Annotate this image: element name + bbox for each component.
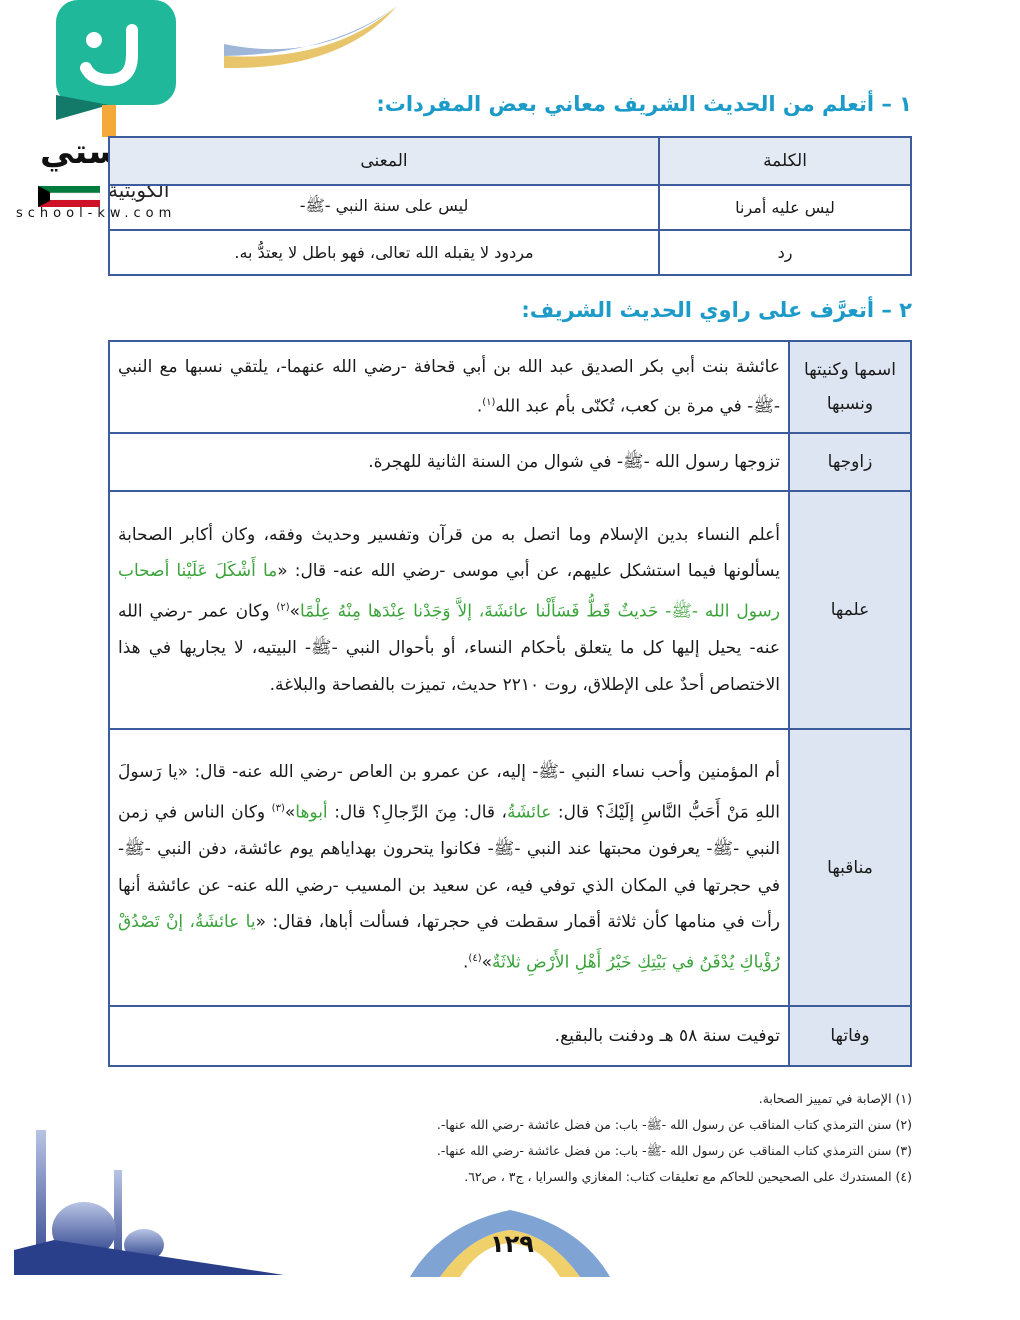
hadith-quote: ما أَشْكَلَ عَلَيْنا أصحاب رسول الله -ﷺ-… xyxy=(118,561,780,622)
hadith-quote: أبوها xyxy=(295,802,328,823)
text-segment: . xyxy=(463,952,469,973)
footnote-ref: (٣) xyxy=(271,802,285,814)
meaning-cell: ليس على سنة النبي -ﷺ- xyxy=(108,184,660,231)
meaning-cell: مردود لا يقبله الله تعالى، فهو باطل لا ي… xyxy=(108,229,660,276)
word-cell: رد xyxy=(658,229,912,276)
row-label: اسمها وكنيتها ونسبها xyxy=(788,340,912,434)
header-word: الكلمة xyxy=(658,136,912,186)
row-text: تزوجها رسول الله -ﷺ- في شوال من السنة ال… xyxy=(108,432,790,492)
footnote: (٣) سنن الترمذي كتاب المناقب عن رسول الل… xyxy=(436,1143,912,1158)
text-segment: أم المؤمنين وأحب نساء النبي -ﷺ- إليه، عن… xyxy=(118,762,780,823)
table-row: ليس عليه أمرنا ليس على سنة النبي -ﷺ- xyxy=(108,184,912,231)
logo-icon xyxy=(37,0,176,207)
row-label: زاوجها xyxy=(788,432,912,492)
word-cell: ليس عليه أمرنا xyxy=(658,184,912,231)
row-label: علمها xyxy=(788,490,912,730)
footnotes: (١) الإصابة في تمييز الصحابة. (٢) سنن ال… xyxy=(352,1086,912,1190)
hadith-quote: عائشَةُ xyxy=(507,802,552,823)
table-row: مناقبها أم المؤمنين وأحب نساء النبي -ﷺ- إ… xyxy=(108,728,912,1007)
narrator-table: اسمها وكنيتها ونسبها عائشة بنت أبي بكر ال… xyxy=(108,340,912,1067)
vocabulary-table: الكلمة المعنى ليس عليه أمرنا ليس على سنة… xyxy=(108,136,912,276)
table-row: علمها أعلم النساء بدين الإسلام وما اتصل ب… xyxy=(108,490,912,730)
row-text: أم المؤمنين وأحب نساء النبي -ﷺ- إليه، عن… xyxy=(108,728,790,1007)
footnote: (١) الإصابة في تمييز الصحابة. xyxy=(758,1091,912,1106)
row-text: عائشة بنت أبي بكر الصديق عبد الله بن أبي… xyxy=(108,340,790,434)
hadith-quote: يا عائشَةُ، إنْ تَصْدُقْ رُؤْياكِ يُدْفَ… xyxy=(118,912,780,973)
section2-heading: ٢ – أتعرَّف على راوي الحديث الشريف: xyxy=(521,298,912,322)
text-segment: » xyxy=(284,802,296,823)
mosque-silhouette-decoration xyxy=(14,1130,284,1275)
table-row: زاوجها تزوجها رسول الله -ﷺ- في شوال من ال… xyxy=(108,432,912,492)
text-segment: توفيت سنة ٥٨ هـ ودفنت بالبقيع. xyxy=(554,1025,780,1046)
footnote: (٤) المستدرك على الصحيحين للحاكم مع تعلي… xyxy=(464,1169,912,1184)
top-swoosh-decoration xyxy=(224,6,397,69)
row-text: أعلم النساء بدين الإسلام وما اتصل به من … xyxy=(108,490,790,730)
page-number: ١٢٩ xyxy=(490,1230,534,1258)
footnote-ref: (١) xyxy=(482,397,496,409)
row-text: توفيت سنة ٥٨ هـ ودفنت بالبقيع. xyxy=(108,1005,790,1067)
section1-heading: ١ – أتعلم من الحديث الشريف معاني بعض الم… xyxy=(376,92,912,116)
text-segment: تزوجها رسول الله -ﷺ- في شوال من السنة ال… xyxy=(368,451,780,472)
text-segment: » xyxy=(481,952,492,973)
row-label: مناقبها xyxy=(788,728,912,1007)
text-segment: » xyxy=(289,601,300,622)
text-segment: وكان الناس في زمن النبي -ﷺ- يعرفون محبته… xyxy=(118,802,780,933)
table-header-row: الكلمة المعنى xyxy=(108,136,912,186)
row-label: وفاتها xyxy=(788,1005,912,1067)
text-segment: عائشة بنت أبي بكر الصديق عبد الله بن أبي… xyxy=(118,356,780,417)
text-segment: وكان عمر -رضي الله عنه- يحيل إليها كل ما… xyxy=(118,601,780,695)
header-meaning: المعنى xyxy=(108,136,660,186)
text-segment: أعلم النساء بدين الإسلام وما اتصل به من … xyxy=(118,524,780,582)
page-number-arch-decoration xyxy=(410,1210,610,1277)
table-row: وفاتها توفيت سنة ٥٨ هـ ودفنت بالبقيع. xyxy=(108,1005,912,1067)
table-row: رد مردود لا يقبله الله تعالى، فهو باطل ل… xyxy=(108,229,912,276)
footnote-ref: (٢) xyxy=(276,601,290,613)
table-row: اسمها وكنيتها ونسبها عائشة بنت أبي بكر ال… xyxy=(108,340,912,434)
footnote-ref: (٤) xyxy=(468,952,482,964)
text-segment: ، قال: مِنَ الرِّجالِ؟ قال: xyxy=(327,802,508,823)
footnote: (٢) سنن الترمذي كتاب المناقب عن رسول الل… xyxy=(436,1117,912,1132)
text-segment: . xyxy=(476,396,483,417)
